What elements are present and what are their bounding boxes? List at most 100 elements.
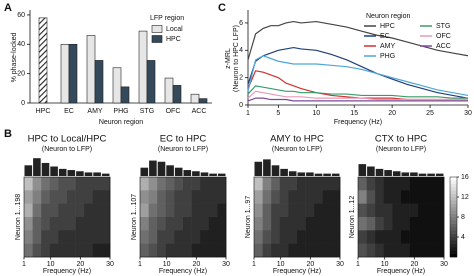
bar bbox=[190, 93, 200, 104]
heatmap-cell bbox=[58, 243, 68, 258]
heatmap-cell bbox=[41, 203, 51, 218]
x-tick-label: 25 bbox=[426, 110, 434, 117]
colorbar-step bbox=[450, 223, 457, 228]
hist-bar bbox=[254, 161, 263, 176]
heatmap-cell bbox=[32, 203, 42, 218]
colorbar-step bbox=[450, 250, 457, 254]
colorbar-tick-label: 12 bbox=[461, 194, 469, 201]
heatmap-cell bbox=[148, 203, 158, 218]
colorbar-step bbox=[450, 253, 457, 258]
heatmap-cell bbox=[297, 190, 306, 204]
x-tick-label: 10 bbox=[277, 261, 285, 268]
heatmap-cell bbox=[314, 177, 324, 191]
hist-bar bbox=[410, 172, 418, 176]
bar bbox=[94, 60, 104, 104]
heatmap-cell bbox=[262, 217, 272, 231]
heatmap-cell bbox=[32, 230, 42, 244]
legend-title: LFP region bbox=[150, 15, 184, 22]
colorbar-step bbox=[450, 177, 457, 181]
heatmap-cell bbox=[84, 217, 94, 231]
panel-label: C bbox=[218, 2, 226, 14]
heatmap-cell bbox=[24, 203, 33, 218]
hist-bar bbox=[41, 162, 50, 176]
x-axis-label: Frequency (Hz) bbox=[334, 119, 382, 126]
heatmap-cell bbox=[383, 217, 393, 231]
hist-bar bbox=[50, 166, 58, 176]
heatmap-cell bbox=[288, 230, 298, 244]
hist-bar bbox=[67, 170, 76, 176]
x-tick-label: 1 bbox=[356, 261, 360, 268]
heatmap-cell bbox=[41, 243, 51, 258]
x-tick-label: STG bbox=[140, 108, 154, 115]
x-tick-label: EC bbox=[64, 108, 74, 115]
heatmap-cell bbox=[183, 243, 192, 258]
hist-bar bbox=[427, 173, 435, 176]
heatmap-cell bbox=[41, 217, 51, 231]
colorbar-step bbox=[450, 207, 457, 211]
heatmap-cell bbox=[254, 230, 263, 244]
colorbar-step bbox=[450, 217, 457, 221]
x-tick-label: 1 bbox=[138, 261, 142, 268]
heatmap-cell bbox=[279, 177, 289, 191]
heatmap-cell bbox=[191, 177, 201, 191]
colorbar-step bbox=[450, 247, 457, 251]
x-tick-label: 1 bbox=[22, 261, 26, 268]
heatmap-cell bbox=[435, 217, 445, 231]
bar bbox=[112, 67, 122, 104]
heatmap-cell bbox=[305, 230, 315, 244]
x-tick-label: PHG bbox=[113, 108, 128, 115]
heatmap-cell bbox=[392, 217, 402, 231]
x-tick-label: HPC bbox=[36, 108, 51, 115]
colorbar-step bbox=[450, 183, 457, 188]
heatmap-cell bbox=[165, 177, 175, 191]
heatmap-cell bbox=[183, 190, 192, 204]
colorbar-step bbox=[450, 210, 457, 214]
heatmap-cell bbox=[140, 177, 149, 191]
colorbar-tick-label: 8 bbox=[461, 214, 465, 221]
y-axis-label: Neuron 1...198 bbox=[15, 194, 22, 240]
x-tick-label: ACC bbox=[192, 108, 207, 115]
heatmap-cell bbox=[217, 203, 227, 218]
heatmap-cell bbox=[392, 230, 402, 244]
legend-label: OFC bbox=[436, 33, 451, 40]
heatmap-cell bbox=[174, 230, 184, 244]
heatmap-cell bbox=[358, 243, 367, 258]
heatmap-cell bbox=[191, 230, 201, 244]
heatmap-cell bbox=[409, 217, 419, 231]
colorbar-step bbox=[450, 190, 457, 194]
heatmap-cell bbox=[314, 243, 324, 258]
heatmap-cell bbox=[101, 230, 111, 244]
heatmap-cell bbox=[75, 243, 85, 258]
heatmap-cell bbox=[366, 243, 376, 258]
heatmap-cell bbox=[322, 190, 332, 204]
heatmap-frame bbox=[253, 176, 341, 258]
hist-bar bbox=[149, 160, 157, 176]
x-tick-label: 30 bbox=[222, 261, 230, 268]
legend-label: STG bbox=[436, 23, 450, 30]
legend-label: HPC bbox=[166, 36, 181, 43]
heatmap-cell bbox=[24, 230, 33, 244]
heatmap-cell bbox=[75, 217, 85, 231]
heatmap-frame bbox=[139, 176, 227, 258]
x-axis-label: Neuron region bbox=[99, 119, 143, 126]
heatmap-cell bbox=[375, 230, 385, 244]
colorbar-tick-label: 4 bbox=[461, 234, 465, 241]
heatmap-cell bbox=[165, 217, 175, 231]
heatmap-cell bbox=[92, 190, 102, 204]
y-axis-label: z-MRL bbox=[225, 48, 232, 69]
heatmap-cell bbox=[67, 230, 76, 244]
x-axis-label: Frequency (Hz) bbox=[273, 268, 321, 275]
heatmap-cell bbox=[101, 217, 111, 231]
x-tick-label: 10 bbox=[47, 261, 55, 268]
heatmap-cell bbox=[67, 243, 76, 258]
heatmap-cell bbox=[288, 217, 298, 231]
heatmap-cell bbox=[254, 203, 263, 218]
heatmap-cell bbox=[409, 190, 419, 204]
heatmap-cell bbox=[84, 203, 94, 218]
hist-bar bbox=[263, 159, 271, 176]
heatmap-cell bbox=[75, 177, 85, 191]
heatmap-cell bbox=[84, 230, 94, 244]
heatmap-cell bbox=[32, 190, 42, 204]
heatmap-cell bbox=[331, 203, 341, 218]
hist-bar bbox=[58, 168, 67, 176]
